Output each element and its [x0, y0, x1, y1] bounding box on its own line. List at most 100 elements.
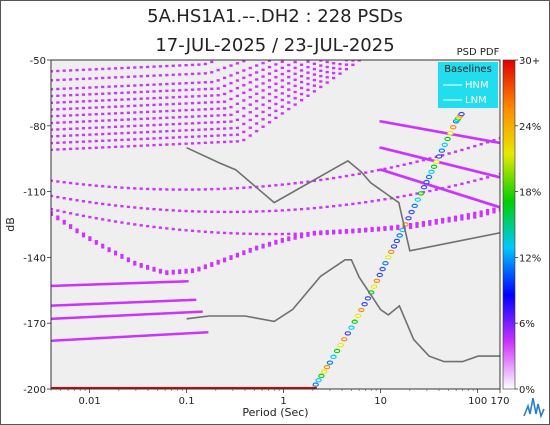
pdf-curve	[94, 68, 98, 71]
pdf-curve	[139, 137, 143, 141]
pdf-curve	[469, 169, 474, 172]
pdf-curve	[184, 108, 188, 112]
pdf-curve	[447, 163, 451, 166]
pdf-curve	[191, 331, 196, 335]
pdf-curve	[120, 186, 124, 189]
pdf-curve	[357, 172, 361, 175]
pdf-curve	[261, 61, 265, 65]
pdf-curve	[488, 203, 492, 206]
pdf-curve	[242, 186, 246, 189]
pdf-curve	[119, 301, 123, 305]
pdf-curve	[190, 95, 195, 98]
pdf-curve	[430, 159, 434, 162]
pdf-curve	[94, 126, 98, 129]
pdf-curve	[133, 66, 137, 69]
pdf-main-trend	[280, 237, 284, 243]
pdf-curve	[197, 188, 201, 191]
pdf-curve	[183, 332, 187, 335]
colorbar-label: PSD PDF	[457, 47, 500, 58]
pdf-curve	[255, 210, 259, 213]
pdf-curve	[62, 127, 66, 131]
pdf-curve	[299, 75, 304, 78]
pdf-curve	[476, 170, 480, 174]
pdf-curve	[466, 135, 470, 139]
pdf-curve	[261, 75, 265, 78]
pdf-curve	[88, 86, 92, 89]
pdf-curve	[116, 314, 120, 317]
pdf-curve	[146, 281, 150, 284]
pdf-curve	[280, 105, 284, 108]
pdf-curve	[54, 339, 58, 342]
pdf-curve	[75, 93, 79, 97]
pdf-curve	[452, 133, 456, 136]
pdf-curve	[420, 156, 424, 160]
pdf-curve	[139, 66, 143, 69]
pdf-curve	[456, 134, 460, 137]
nhnm-line	[186, 146, 500, 252]
pdf-curve	[150, 281, 154, 284]
pdf-curve	[178, 122, 182, 126]
pdf-curve	[63, 284, 67, 287]
pdf-curve	[169, 280, 174, 284]
pdf-curve	[126, 75, 130, 79]
pdf-curve	[146, 83, 150, 87]
pdf-curve	[139, 117, 143, 121]
pdf-main-trend	[69, 224, 73, 229]
pdf-curve	[382, 147, 387, 150]
pdf-curve	[184, 102, 188, 105]
pdf-curve	[287, 75, 291, 79]
pdf-instrument-point	[358, 307, 365, 313]
pdf-curve	[171, 311, 175, 315]
pdf-curve	[447, 190, 451, 193]
pdf-curve	[242, 84, 246, 87]
pdf-curve	[242, 138, 246, 142]
pdf-curve	[53, 284, 57, 287]
pdf-curve	[51, 128, 53, 131]
pdf-curve	[178, 89, 182, 92]
pdf-curve	[468, 196, 472, 199]
pdf-curve	[325, 70, 329, 74]
pdf-instrument-point	[361, 301, 368, 307]
pdf-curve	[59, 284, 63, 287]
pdf-curve	[75, 147, 79, 150]
pdf-curve	[427, 128, 431, 132]
pdf-curve	[81, 316, 86, 319]
pdf-curve	[421, 158, 426, 162]
pdf-curve	[370, 200, 374, 203]
pdf-curve	[460, 214, 464, 217]
pdf-curve	[51, 179, 53, 182]
pdf-main-trend	[421, 222, 426, 227]
pdf-curve	[415, 192, 419, 195]
pdf-instrument-point	[323, 364, 331, 370]
pdf-instrument-point	[348, 325, 355, 330]
pdf-curve	[479, 210, 483, 213]
pdf-curve	[229, 210, 233, 214]
pdf-curve	[242, 99, 246, 102]
y-axis-title: dB	[4, 217, 17, 232]
pdf-curve	[486, 202, 491, 205]
pdf-curve	[105, 336, 109, 339]
pdf-curve	[261, 118, 265, 121]
pdf-curve	[248, 95, 252, 99]
pdf-curve	[137, 300, 142, 304]
pdf-curve	[113, 220, 118, 223]
pdf-main-trend	[178, 269, 182, 275]
pdf-curve	[255, 99, 259, 103]
pdf-curve	[255, 85, 259, 88]
pdf-curve	[165, 123, 169, 126]
pdf-curve	[178, 142, 182, 146]
pdf-curve	[280, 66, 284, 70]
pdf-curve	[401, 175, 405, 178]
pdf-curve	[478, 138, 482, 141]
pdf-curve	[51, 121, 53, 125]
pdf-curve	[403, 152, 407, 155]
pdf-curve	[109, 314, 113, 318]
pdf-curve	[178, 228, 182, 231]
pdf-curve	[163, 312, 167, 315]
pdf-curve	[476, 137, 480, 141]
pdf-curve	[299, 181, 304, 184]
pdf-main-trend	[306, 232, 310, 237]
pdf-curve	[457, 166, 462, 169]
pdf-curve	[210, 188, 214, 191]
pdf-curve	[384, 121, 388, 124]
